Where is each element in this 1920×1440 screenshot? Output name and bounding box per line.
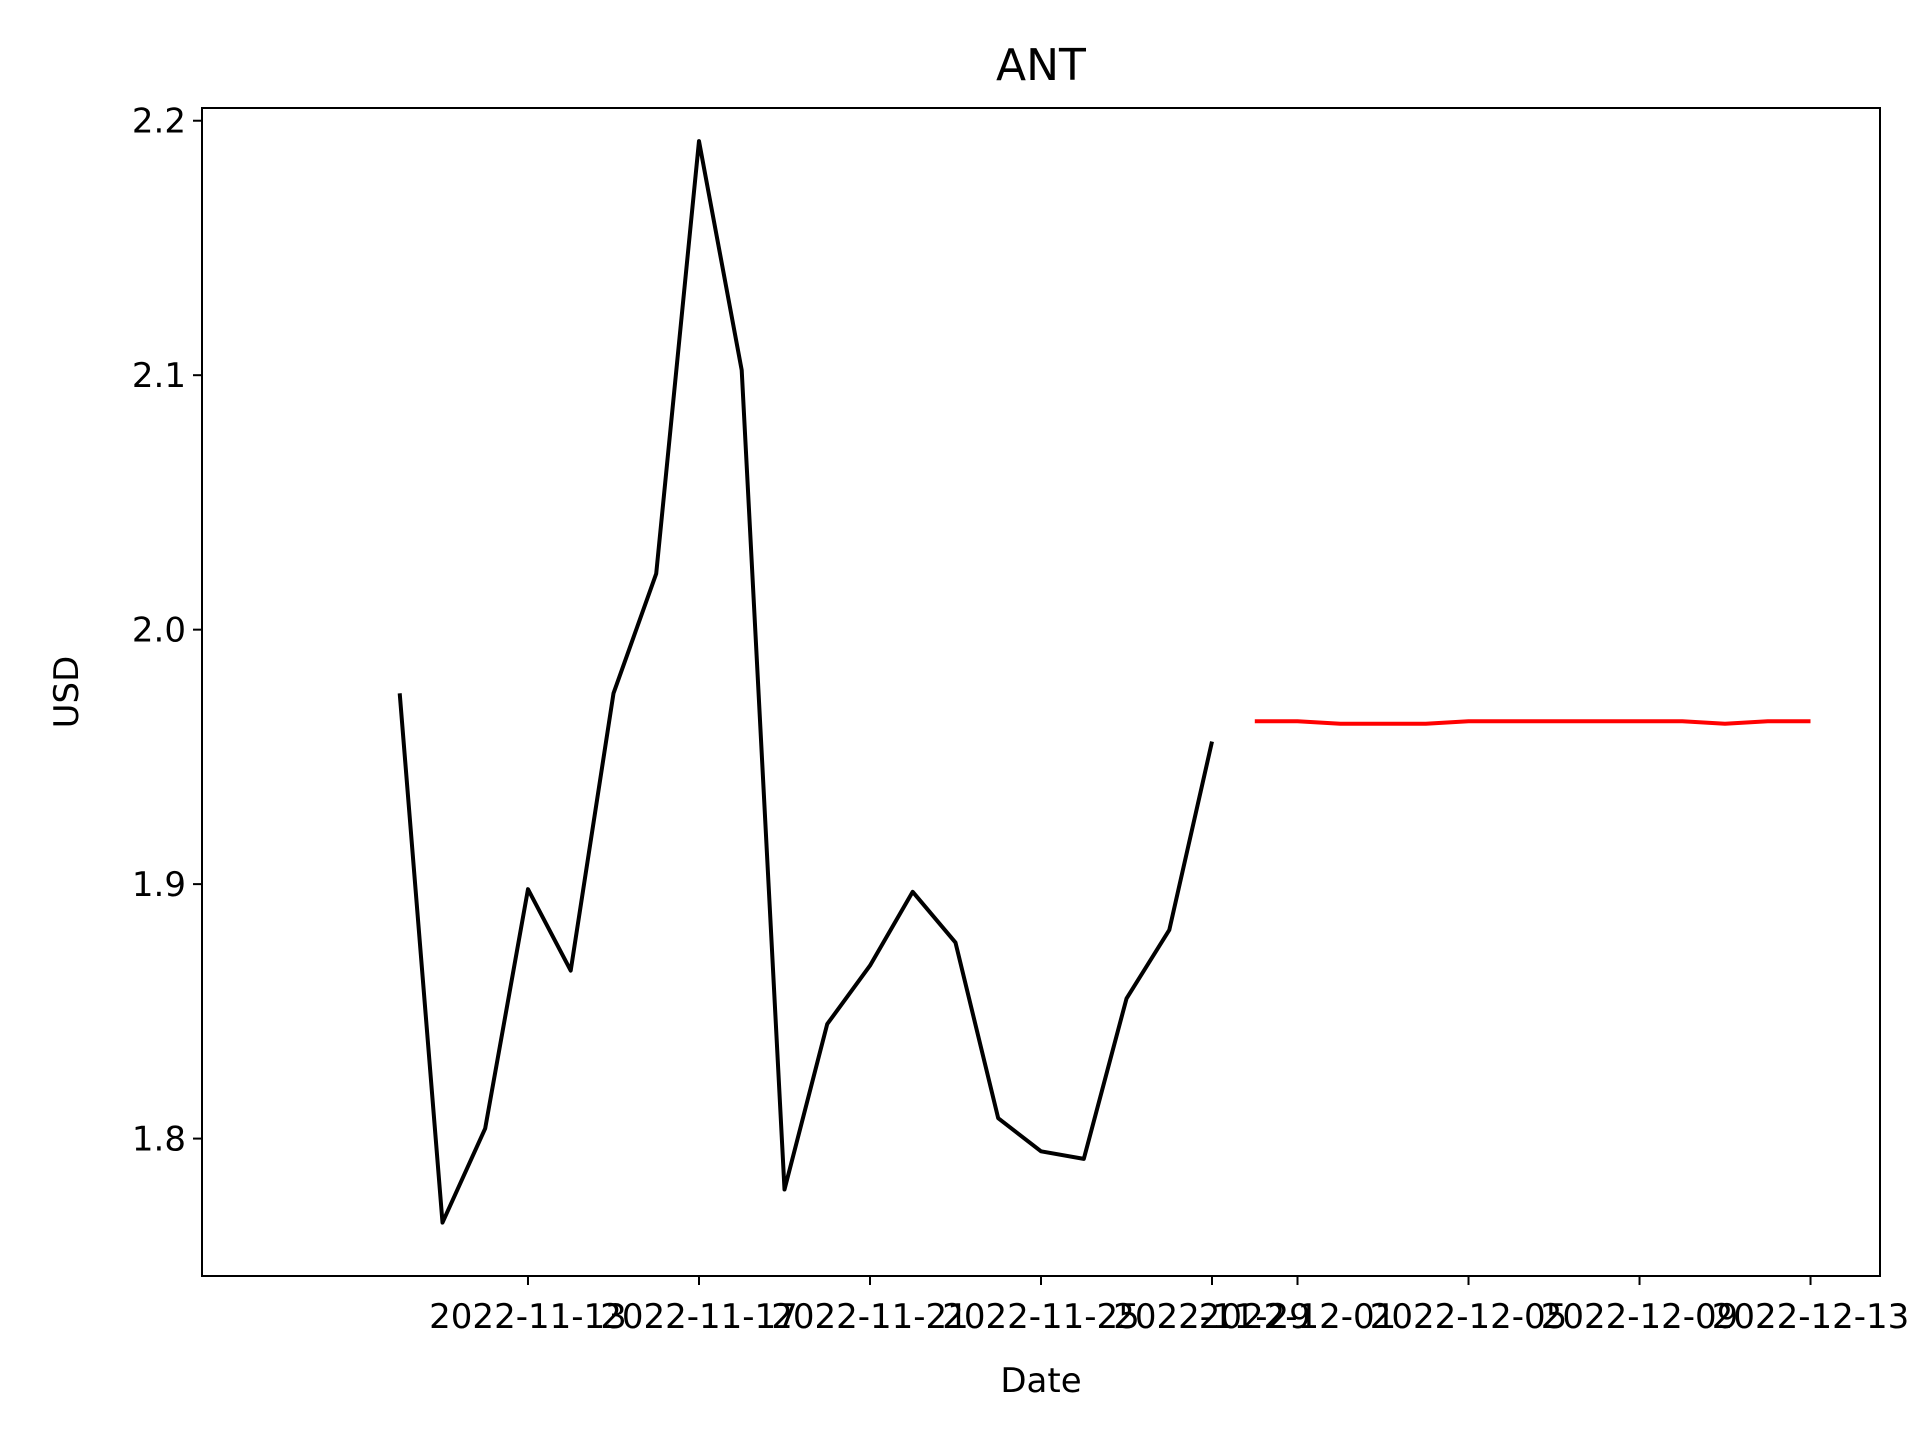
ticks-layer: 1.81.92.02.12.22022-11-132022-11-172022-… [132,102,1909,1337]
x-tick-label: 2022-11-17 [600,1297,798,1337]
y-axis-label: USD [47,656,87,729]
x-axis-label: Date [1000,1361,1081,1401]
y-tick-label: 1.9 [132,865,186,905]
x-tick-label: 2022-11-29 [1113,1297,1311,1337]
plot-frame [201,107,1881,1277]
x-tick-label: 2022-12-05 [1370,1297,1568,1337]
series-line-1 [397,139,1214,1225]
x-tick-label: 2022-11-25 [942,1297,1140,1337]
y-tick-label: 1.8 [132,1120,186,1160]
x-tick-label: 2022-12-09 [1541,1297,1739,1337]
x-tick-label: 2022-12-13 [1712,1297,1910,1337]
y-tick-label: 2.1 [132,356,186,396]
y-tick-label: 2.0 [132,611,186,651]
x-tick-label: 2022-12-01 [1199,1297,1397,1337]
chart-title: ANT [996,40,1086,91]
x-tick-label: 2022-11-13 [429,1297,627,1337]
y-tick-label: 2.2 [132,102,186,142]
series-layer [397,139,1811,1225]
x-tick-label: 2022-11-21 [771,1297,969,1337]
series-line-2 [1254,719,1811,726]
